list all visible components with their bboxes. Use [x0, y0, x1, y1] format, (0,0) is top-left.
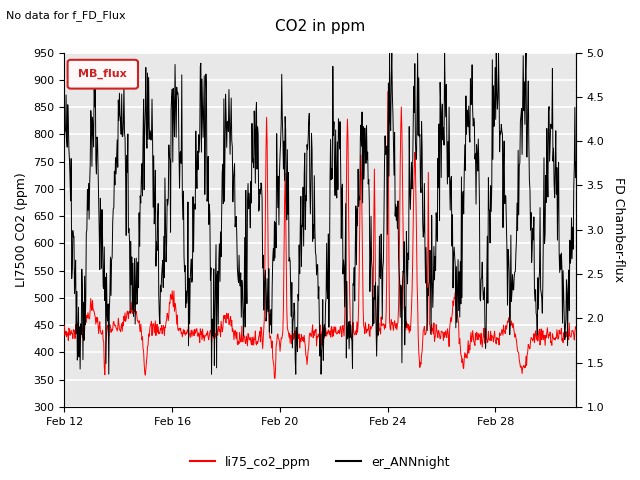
Y-axis label: LI7500 CO2 (ppm): LI7500 CO2 (ppm) [15, 172, 28, 287]
Y-axis label: FD Chamber-flux: FD Chamber-flux [612, 177, 625, 282]
Text: CO2 in ppm: CO2 in ppm [275, 19, 365, 34]
Legend: li75_co2_ppm, er_ANNnight: li75_co2_ppm, er_ANNnight [186, 451, 454, 474]
Text: MB_flux: MB_flux [79, 69, 127, 79]
Text: No data for f_FD_Flux: No data for f_FD_Flux [6, 10, 126, 21]
